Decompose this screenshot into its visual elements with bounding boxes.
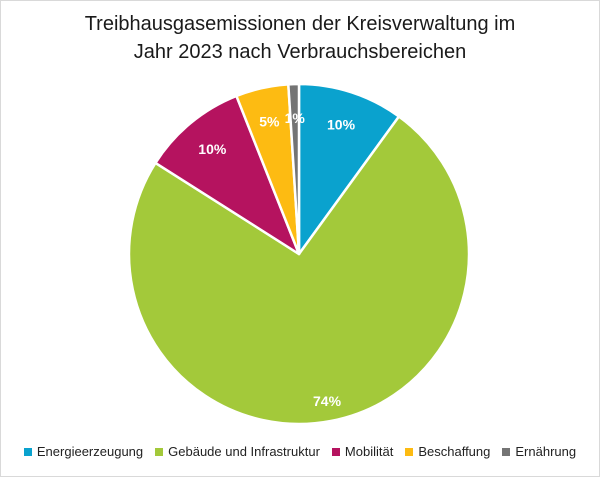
legend-swatch-gebaeude xyxy=(155,447,164,456)
pie-slice-mobilitaet xyxy=(154,94,301,256)
legend-label-mobilitaet: Mobilität xyxy=(344,444,394,459)
chart-title: Treibhausgasemissionen der Kreisverwaltu… xyxy=(0,10,600,66)
legend: Energieerzeugung Gebäude und Infrastrukt… xyxy=(0,444,600,459)
legend-label-beschaffung: Beschaffung xyxy=(418,444,491,459)
legend-item-mobilitaet: Mobilität xyxy=(331,444,394,459)
legend-label-ernaehrung: Ernährung xyxy=(515,444,577,459)
legend-swatch-mobilitaet xyxy=(331,447,340,456)
pie-label-energieerzeugung: 10% xyxy=(327,117,356,133)
pie-slice-gebaeude xyxy=(127,115,471,426)
pie-slice-energieerzeugung xyxy=(297,82,401,256)
legend-item-gebaeude: Gebäude und Infrastruktur xyxy=(155,444,320,459)
pie-slice-ernaehrung xyxy=(287,82,301,256)
pie-label-mobilitaet: 10% xyxy=(198,141,227,157)
chart-title-line-1: Treibhausgasemissionen der Kreisverwaltu… xyxy=(84,13,516,35)
legend-item-ernaehrung: Ernährung xyxy=(502,444,576,459)
pie-label-gebaeude: 74% xyxy=(313,393,342,409)
legend-item-beschaffung: Beschaffung xyxy=(405,444,490,459)
legend-swatch-ernaehrung xyxy=(502,447,511,456)
pie-label-beschaffung: 5% xyxy=(259,113,280,129)
pie-label-ernaehrung: 1% xyxy=(285,110,306,126)
legend-label-gebaeude: Gebäude und Infrastruktur xyxy=(168,444,320,459)
legend-label-energieerzeugung: Energieerzeugung xyxy=(36,444,144,459)
legend-swatch-energieerzeugung xyxy=(23,447,32,456)
chart-title-line-2: Jahr 2023 nach Verbrauchsbereichen xyxy=(133,41,467,63)
legend-item-energieerzeugung: Energieerzeugung xyxy=(23,444,144,459)
legend-swatch-beschaffung xyxy=(405,447,414,456)
